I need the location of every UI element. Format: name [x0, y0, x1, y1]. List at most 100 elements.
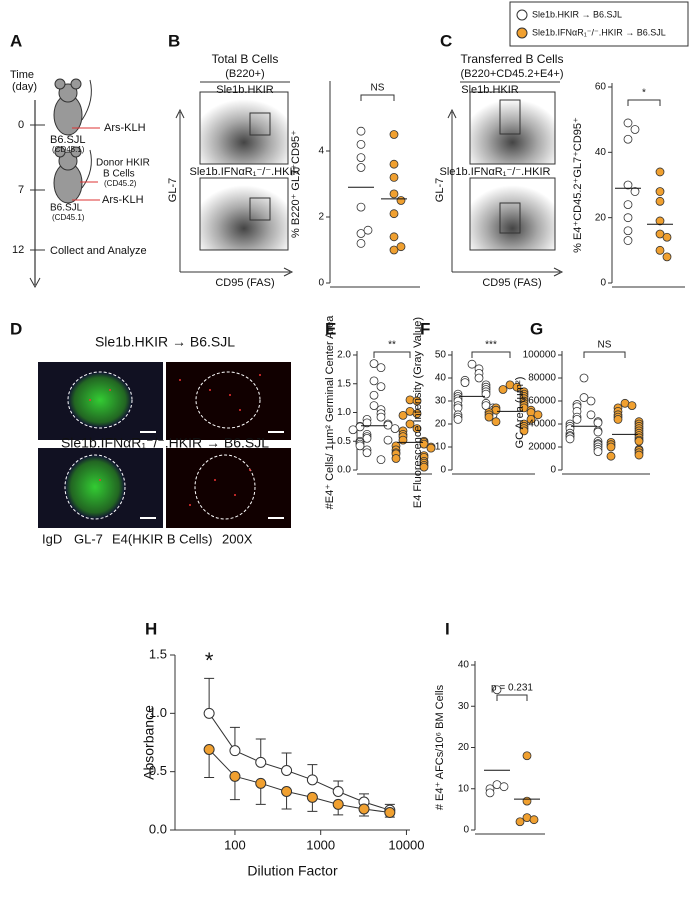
- data-point: [412, 424, 422, 434]
- axis-label: GL-7: [434, 178, 446, 202]
- data-point: [662, 232, 672, 242]
- legend-box: [509, 1, 689, 47]
- mouse-label: B6.SJL: [50, 203, 83, 214]
- y-axis-label: % E4⁺CD45.2⁺GL7⁺CD95⁺: [572, 117, 584, 253]
- legend-label: Sle1b.HKIR → B6.SJL: [532, 9, 622, 19]
- panel-label: D: [10, 319, 22, 338]
- data-point: [358, 803, 370, 815]
- x-tick-label: 10000: [388, 837, 424, 852]
- data-point: [467, 359, 477, 369]
- data-point: [655, 229, 665, 239]
- data-point: [332, 786, 344, 797]
- y-tick-label: 0.0: [337, 465, 351, 476]
- injection-label: Ars-KLH: [102, 194, 144, 206]
- y-axis-label: GC Area (µm²): [514, 377, 526, 449]
- data-point: [229, 770, 241, 782]
- x-axis-label: Dilution Factor: [247, 863, 338, 879]
- y-tick-label: 0.0: [149, 821, 167, 836]
- collect-label: Collect and Analyze: [50, 245, 147, 257]
- data-point: [519, 426, 529, 436]
- data-point: [593, 427, 603, 437]
- data-point: [306, 774, 318, 786]
- y-tick-label: 40: [458, 660, 470, 671]
- data-point: [376, 363, 386, 373]
- y-tick-label: 0: [318, 278, 324, 289]
- data-point: [460, 378, 470, 388]
- data-point: [369, 359, 379, 369]
- data-point: [356, 126, 366, 136]
- y-tick-label: 50: [435, 350, 447, 361]
- significance-bracket: [496, 694, 528, 701]
- data-point: [281, 765, 293, 776]
- data-point: [376, 382, 386, 392]
- legend-marker: [516, 9, 528, 21]
- panel-label: G: [530, 319, 543, 338]
- y-tick-label: 0: [463, 825, 469, 836]
- data-point: [362, 448, 372, 458]
- image-title: Sle1b.IFNαR₁⁻/⁻.HKIR → B6.SJL: [61, 435, 269, 451]
- data-point: [579, 393, 589, 402]
- y-tick-label: 1.0: [337, 407, 351, 418]
- panel-label: B: [168, 31, 180, 50]
- data-point: [356, 202, 366, 212]
- significance-label: *: [642, 88, 646, 99]
- flow-sample: Sle1b.IFNαR₁⁻/⁻.HKIR: [190, 166, 301, 178]
- significance-bracket: [471, 351, 511, 358]
- y-tick-label: 20: [458, 742, 470, 753]
- data-point: [613, 414, 623, 424]
- data-point: [623, 213, 633, 223]
- data-point: [623, 134, 633, 144]
- significance-label: ***: [485, 340, 497, 351]
- data-point: [412, 409, 422, 419]
- data-point: [586, 410, 596, 420]
- data-point: [529, 815, 539, 825]
- flow-sample: Sle1b.HKIR: [216, 84, 274, 96]
- panel-label: E: [325, 319, 336, 338]
- data-point: [383, 435, 393, 445]
- data-point: [526, 414, 536, 424]
- y-tick-label: 0.5: [149, 763, 167, 778]
- data-point: [572, 414, 582, 424]
- microscopy-images: [38, 362, 291, 528]
- data-point: [491, 417, 501, 427]
- y-tick-label: 10: [435, 442, 447, 453]
- flow-subtitle: (B220+): [225, 68, 264, 80]
- significance-bracket: [360, 94, 395, 101]
- data-point: [376, 455, 386, 465]
- data-point: [356, 139, 366, 149]
- data-point: [384, 807, 396, 818]
- data-point: [255, 777, 267, 789]
- stain-label: E4(HKIR B Cells): [112, 531, 212, 546]
- data-point: [356, 238, 366, 248]
- flow-title: Total B Cells: [212, 52, 279, 66]
- y-axis-label: % B220⁺ GL7⁺CD95⁺: [290, 130, 302, 238]
- flow-sample: Sle1b.HKIR: [461, 84, 519, 96]
- data-point: [579, 373, 589, 383]
- y-axis-label: E4 Fluorescence Intensity (Gray Value): [412, 317, 424, 508]
- data-point: [634, 450, 644, 460]
- data-point: [484, 412, 494, 422]
- data-point: [593, 418, 603, 428]
- y-tick-label: 60000: [528, 396, 556, 407]
- panel-label: I: [445, 619, 450, 638]
- significance-label: p = 0.231: [491, 683, 533, 694]
- data-point: [369, 401, 379, 411]
- data-point: [396, 196, 406, 205]
- timeline-label: 12: [12, 244, 24, 256]
- y-tick-label: 20000: [528, 442, 556, 453]
- data-point: [485, 788, 495, 798]
- data-point: [398, 410, 408, 420]
- y-tick-label: 20: [435, 419, 447, 430]
- data-point: [655, 216, 665, 226]
- data-point: [306, 791, 318, 803]
- significance-label: **: [388, 340, 396, 351]
- legend-marker: [516, 27, 528, 39]
- y-tick-label: 2: [318, 212, 324, 223]
- y-tick-label: 30: [435, 396, 447, 407]
- data-point: [606, 442, 616, 452]
- data-point: [389, 189, 399, 199]
- data-point: [412, 396, 422, 406]
- flow-subtitle: (B220+CD45.2+E4+): [460, 68, 563, 80]
- x-tick-label: 100: [224, 837, 246, 852]
- y-axis-label: #E4⁺ Cells/ 1µm² Germinal Center Area: [324, 315, 336, 510]
